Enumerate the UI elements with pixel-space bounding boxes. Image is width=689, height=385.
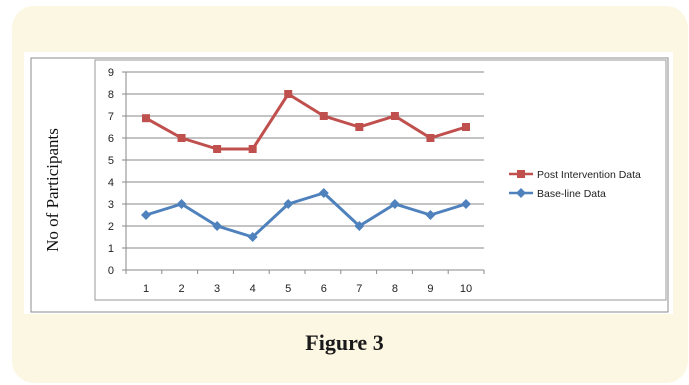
- data-point: [141, 210, 151, 220]
- series-line: [145, 191, 467, 239]
- y-tick-label: 3: [108, 199, 114, 211]
- y-tick-label: 9: [108, 67, 114, 79]
- y-axis-label: No of Participants: [43, 128, 62, 252]
- legend: Post Intervention Data Base-line Data: [509, 169, 641, 200]
- data-point: [213, 145, 222, 153]
- data-point: [284, 90, 293, 98]
- x-tick-label: 2: [178, 283, 184, 295]
- legend-item: Post Intervention Data: [509, 169, 641, 181]
- series-2: [141, 188, 471, 242]
- x-tick-label: 10: [460, 283, 472, 295]
- legend-label: Base-line Data: [537, 188, 606, 200]
- data-point: [142, 114, 150, 123]
- y-tick-label: 1: [108, 243, 114, 255]
- data-point: [426, 134, 435, 142]
- series-line: [145, 92, 467, 151]
- x-tick-label: 6: [321, 283, 327, 295]
- data-point: [354, 221, 365, 231]
- y-tick-label: 0: [108, 265, 114, 277]
- y-tick-label: 6: [108, 133, 114, 145]
- chart-outer-frame: [30, 57, 669, 313]
- data-point: [355, 123, 364, 131]
- y-tick-label: 7: [108, 111, 114, 123]
- data-point: [389, 199, 400, 209]
- x-tick-label: 5: [285, 283, 291, 295]
- data-point: [319, 112, 328, 120]
- data-point: [247, 232, 258, 242]
- y-tick-label: 2: [108, 221, 114, 233]
- data-point: [283, 199, 294, 209]
- series-1: [142, 90, 470, 153]
- legend-marker: [517, 170, 525, 178]
- legend-label: Post Intervention Data: [537, 169, 641, 181]
- data-point: [462, 123, 470, 131]
- x-tick-label: 4: [250, 283, 256, 295]
- y-tick-label: 5: [108, 155, 114, 167]
- data-point: [390, 112, 399, 120]
- axes: [122, 71, 485, 274]
- series-group: [141, 90, 471, 242]
- x-tick-label: 1: [143, 283, 149, 295]
- data-point: [177, 134, 186, 142]
- data-point: [425, 210, 436, 220]
- data-point: [461, 199, 471, 209]
- x-tick-labels: 1 2 3 4 5 6 7 8 9 10: [143, 283, 472, 295]
- x-tick-label: 3: [214, 283, 220, 295]
- y-tick-label: 4: [108, 177, 114, 189]
- figure-caption: Figure 3: [305, 330, 384, 355]
- y-tick-label: 8: [108, 89, 114, 101]
- x-tick-label: 7: [356, 283, 362, 295]
- x-tick-label: 8: [392, 283, 398, 295]
- data-point: [212, 221, 223, 231]
- y-tick-labels: 0 1 2 3 4 5 6 7 8 9: [108, 67, 114, 277]
- data-point: [248, 145, 257, 153]
- data-point: [318, 188, 329, 198]
- data-point: [176, 199, 187, 209]
- legend-item: Base-line Data: [509, 188, 606, 200]
- legend-marker: [516, 188, 526, 198]
- plot-area-frame: [94, 59, 667, 301]
- x-tick-label: 9: [427, 283, 433, 295]
